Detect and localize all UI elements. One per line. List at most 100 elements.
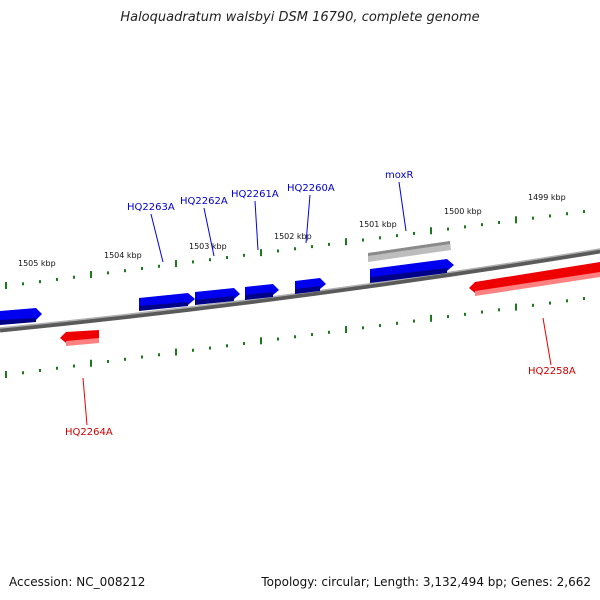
outer-scale-tick (362, 238, 364, 242)
inner-scale-tick (481, 310, 483, 314)
outer-scale-tick (464, 225, 466, 229)
inner-scale-tick (498, 308, 500, 312)
inner-scale-tick (362, 326, 364, 330)
outer-scale-tick (515, 216, 517, 224)
inner-scale-tick (209, 346, 211, 350)
gene-label-hq2263a[interactable]: HQ2263A (127, 202, 175, 213)
scale-label: 1504 kbp (104, 251, 142, 260)
outer-scale-tick (260, 249, 262, 257)
gene-arrow-hq2261a[interactable] (245, 284, 279, 300)
outer-scale-tick (107, 271, 109, 275)
inner-scale-tick (328, 330, 330, 334)
scale-label: 1505 kbp (18, 259, 56, 268)
scale-label: 1499 kbp (528, 193, 566, 202)
leader-line (254, 200, 259, 251)
scale-label: 1503 kbp (189, 242, 227, 251)
gene-arrow-hq2262a[interactable] (195, 288, 240, 305)
outer-scale-tick (22, 282, 24, 286)
inner-scale-tick (464, 312, 466, 316)
inner-scale-tick (124, 357, 126, 361)
leader-line (398, 181, 407, 232)
leader-line (150, 213, 164, 263)
outer-scale-tick (73, 275, 75, 279)
inner-scale-tick (515, 303, 517, 311)
gene-label-hq2262a[interactable]: HQ2262A (180, 196, 228, 207)
scale-label: 1501 kbp (359, 220, 397, 229)
outer-scale-tick (345, 238, 347, 246)
outer-scale-tick (328, 242, 330, 246)
accession-label: Accession: NC_008212 (9, 575, 146, 589)
inner-scale-tick (22, 371, 24, 375)
inner-scale-tick (396, 321, 398, 325)
outer-scale-tick (430, 227, 432, 235)
gene-label-hq2261a[interactable]: HQ2261A (231, 189, 279, 200)
inner-scale-tick (447, 315, 449, 319)
gene-label-moxr[interactable]: moxR (385, 170, 413, 181)
gene-box-moxr-highlight[interactable] (368, 241, 451, 262)
outer-scale-tick (141, 266, 143, 270)
gene-arrow-left-edge[interactable] (0, 308, 42, 325)
outer-scale-tick (39, 280, 41, 284)
inner-scale-tick (583, 297, 585, 301)
inner-scale-tick (260, 337, 262, 345)
outer-scale-tick (56, 277, 58, 281)
outer-scale-tick (192, 260, 194, 264)
gene-label-hq2264a[interactable]: HQ2264A (65, 427, 113, 438)
gene-arrow-hq2258a[interactable] (469, 262, 600, 296)
outer-scale-tick (158, 264, 160, 268)
outer-scale-tick (311, 245, 313, 249)
outer-scale-tick (549, 214, 551, 218)
inner-scale-tick (277, 337, 279, 341)
outer-scale-tick (124, 269, 126, 273)
gene-arrow-hq2264a[interactable] (60, 330, 99, 346)
inner-scale-tick (549, 301, 551, 305)
inner-scale-tick (39, 369, 41, 373)
inner-scale-tick (192, 348, 194, 352)
inner-scale-ticks (5, 297, 585, 378)
leader-line (203, 207, 215, 257)
gene-arrow-hq2260a[interactable] (295, 278, 326, 294)
outer-scale-tick (481, 223, 483, 227)
leader-line (542, 317, 552, 366)
map-title: Haloquadratum walsbyi DSM 16790, complet… (120, 10, 480, 25)
inner-scale-tick (73, 364, 75, 368)
inner-scale-tick (226, 344, 228, 348)
outer-scale-tick (532, 216, 534, 220)
inner-scale-tick (90, 359, 92, 367)
inner-scale-tick (379, 324, 381, 328)
inner-scale-tick (175, 348, 177, 356)
inner-scale-tick (5, 371, 7, 378)
scale-label: 1502 kbp (274, 232, 312, 241)
outer-scale-tick (243, 253, 245, 257)
outer-scale-tick (226, 256, 228, 260)
inner-scale-tick (158, 353, 160, 357)
outer-scale-tick (498, 220, 500, 224)
gene-label-hq2260a[interactable]: HQ2260A (287, 183, 335, 194)
outer-scale-ticks (5, 210, 585, 289)
outer-scale-tick (209, 258, 211, 262)
outer-scale-tick (277, 249, 279, 253)
outer-scale-tick (175, 260, 177, 268)
inner-scale-tick (532, 303, 534, 307)
outer-scale-tick (566, 212, 568, 216)
gene-label-hq2258a[interactable]: HQ2258A (528, 366, 576, 377)
outer-scale-tick (413, 231, 415, 235)
inner-scale-tick (413, 319, 415, 323)
inner-scale-tick (345, 326, 347, 334)
genome-summary: Topology: circular; Length: 3,132,494 bp… (261, 575, 591, 589)
outer-scale-tick (5, 282, 7, 289)
inner-scale-tick (430, 314, 432, 322)
gene-arrow-hq2263a[interactable] (139, 293, 195, 311)
genome-backbone (0, 248, 600, 333)
outer-scale-tick (379, 236, 381, 240)
leader-line (305, 194, 311, 244)
scale-label: 1500 kbp (444, 207, 482, 216)
gene-arrow-moxr[interactable] (370, 259, 454, 283)
outer-scale-tick (583, 210, 585, 214)
inner-scale-tick (141, 355, 143, 359)
inner-scale-tick (56, 366, 58, 370)
inner-scale-tick (566, 299, 568, 303)
inner-scale-tick (294, 335, 296, 339)
inner-scale-tick (107, 360, 109, 364)
